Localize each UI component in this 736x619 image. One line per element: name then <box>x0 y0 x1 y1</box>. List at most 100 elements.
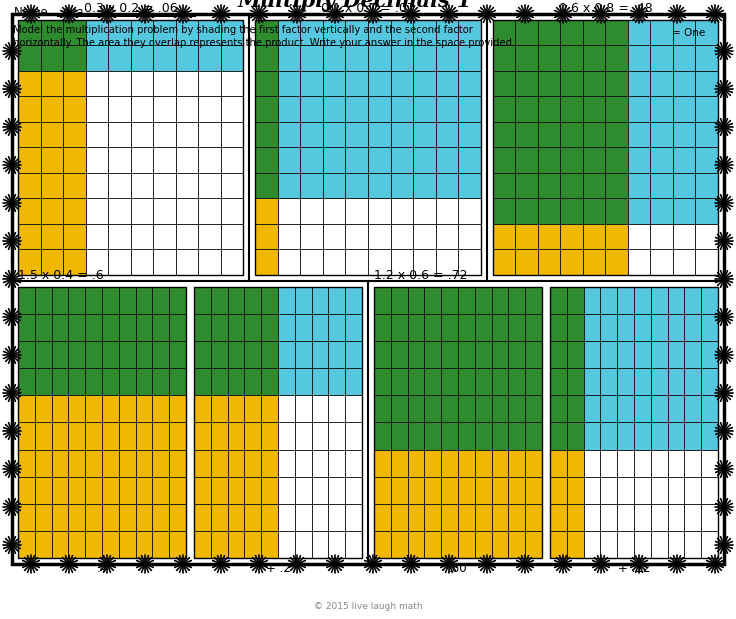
Bar <box>436 173 459 198</box>
Bar <box>40 173 63 198</box>
Bar <box>102 504 118 531</box>
Bar <box>323 249 345 275</box>
Bar <box>618 449 634 477</box>
Bar <box>425 341 441 368</box>
Bar <box>673 147 696 173</box>
Bar <box>668 422 684 449</box>
Bar <box>684 449 701 477</box>
Bar <box>408 287 425 314</box>
Bar <box>345 71 368 97</box>
Bar <box>18 287 35 314</box>
Bar <box>130 71 153 97</box>
Bar <box>40 20 63 45</box>
Text: Name: Name <box>14 6 49 19</box>
Bar <box>458 477 475 504</box>
Bar <box>459 20 481 45</box>
Bar <box>176 97 198 122</box>
Bar <box>583 122 606 147</box>
Bar <box>210 314 227 341</box>
Bar <box>130 249 153 275</box>
Bar <box>153 45 176 71</box>
Bar <box>221 97 243 122</box>
Bar <box>261 314 278 341</box>
Bar <box>345 45 368 71</box>
Bar <box>108 97 130 122</box>
Bar <box>509 449 526 477</box>
Bar <box>255 173 277 198</box>
Bar <box>261 287 278 314</box>
Bar <box>651 531 668 558</box>
Bar <box>515 147 538 173</box>
Bar <box>441 287 458 314</box>
Bar <box>567 341 584 368</box>
Bar <box>345 287 362 314</box>
Bar <box>210 368 227 396</box>
Bar <box>255 97 277 122</box>
Bar <box>662 44 669 51</box>
Bar <box>152 531 169 558</box>
Bar <box>408 531 425 558</box>
Bar <box>210 341 227 368</box>
Bar <box>52 449 68 477</box>
Bar <box>323 198 345 224</box>
Bar <box>194 314 210 341</box>
Bar <box>560 97 583 122</box>
Bar <box>628 45 651 71</box>
Bar <box>278 449 295 477</box>
Bar <box>509 477 526 504</box>
Bar <box>601 341 618 368</box>
Bar <box>492 477 509 504</box>
Bar <box>194 341 210 368</box>
Bar <box>118 531 135 558</box>
Bar <box>227 368 244 396</box>
Bar <box>18 122 40 147</box>
Bar <box>441 531 458 558</box>
Bar <box>328 368 345 396</box>
Bar <box>648 44 655 51</box>
Bar <box>300 122 323 147</box>
Bar <box>560 173 583 198</box>
Bar <box>668 314 684 341</box>
Bar <box>459 45 481 71</box>
Bar <box>634 287 651 314</box>
Bar <box>560 198 583 224</box>
Bar <box>328 504 345 531</box>
Bar <box>651 97 673 122</box>
Bar <box>63 147 85 173</box>
Bar <box>300 71 323 97</box>
Bar <box>85 20 108 45</box>
Bar <box>52 531 68 558</box>
Bar <box>668 341 684 368</box>
Bar <box>135 477 152 504</box>
Bar <box>560 224 583 249</box>
Bar <box>436 122 459 147</box>
Bar <box>408 314 425 341</box>
Bar <box>295 287 311 314</box>
Bar <box>475 314 492 341</box>
Bar <box>441 368 458 396</box>
Bar <box>458 314 475 341</box>
Bar <box>601 287 618 314</box>
Bar <box>526 449 542 477</box>
Bar <box>628 20 651 45</box>
Bar <box>278 368 295 396</box>
Bar <box>413 97 436 122</box>
Bar <box>227 504 244 531</box>
Bar <box>68 422 85 449</box>
Bar <box>601 477 618 504</box>
Bar <box>696 97 718 122</box>
Bar <box>221 224 243 249</box>
Bar <box>584 422 601 449</box>
Text: Ava: Ava <box>62 6 84 19</box>
Bar <box>648 37 655 44</box>
Bar <box>368 71 391 97</box>
Bar <box>35 314 52 341</box>
Bar <box>221 71 243 97</box>
Bar <box>701 368 718 396</box>
Bar <box>244 531 261 558</box>
Bar <box>18 249 40 275</box>
Bar <box>550 396 567 422</box>
Bar <box>85 249 108 275</box>
Bar <box>221 198 243 224</box>
Bar <box>391 422 408 449</box>
